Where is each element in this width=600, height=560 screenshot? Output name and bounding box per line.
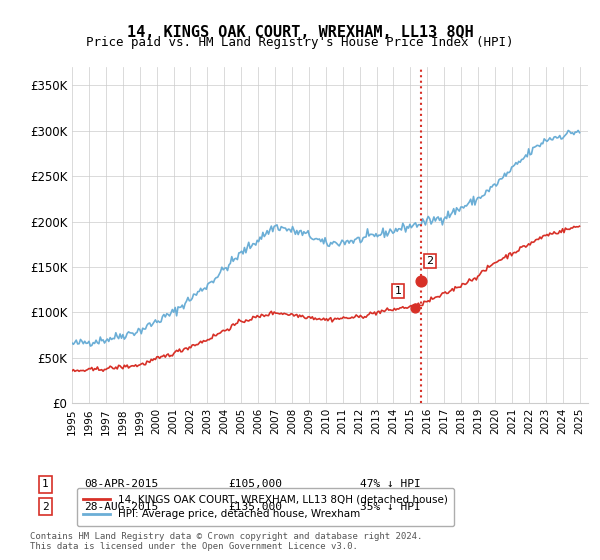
Text: 08-APR-2015: 08-APR-2015 — [84, 479, 158, 489]
Point — [410, 304, 420, 312]
Point — [416, 276, 426, 285]
Text: Contains HM Land Registry data © Crown copyright and database right 2024.
This d: Contains HM Land Registry data © Crown c… — [30, 532, 422, 552]
Text: £105,000: £105,000 — [228, 479, 282, 489]
Text: Price paid vs. HM Land Registry's House Price Index (HPI): Price paid vs. HM Land Registry's House … — [86, 36, 514, 49]
Text: 2: 2 — [42, 502, 49, 512]
Text: 1: 1 — [395, 286, 401, 296]
Text: 47% ↓ HPI: 47% ↓ HPI — [360, 479, 421, 489]
Text: 1: 1 — [42, 479, 49, 489]
Text: 2: 2 — [427, 256, 434, 266]
Text: 35% ↓ HPI: 35% ↓ HPI — [360, 502, 421, 512]
Text: 14, KINGS OAK COURT, WREXHAM, LL13 8QH: 14, KINGS OAK COURT, WREXHAM, LL13 8QH — [127, 25, 473, 40]
Legend: 14, KINGS OAK COURT, WREXHAM, LL13 8QH (detached house), HPI: Average price, det: 14, KINGS OAK COURT, WREXHAM, LL13 8QH (… — [77, 488, 454, 526]
Text: £135,000: £135,000 — [228, 502, 282, 512]
Text: 28-AUG-2015: 28-AUG-2015 — [84, 502, 158, 512]
